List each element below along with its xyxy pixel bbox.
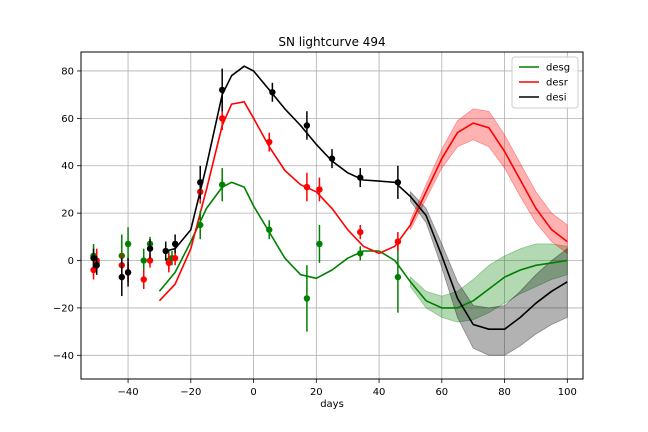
y-tick-label: −40 [53, 351, 74, 362]
desi-data-point [124, 269, 132, 276]
x-axis-ticks: −40 −20 0 20 40 60 80 100 [118, 379, 577, 398]
desr-data-point [165, 259, 173, 267]
legend-label-desg: desg [546, 63, 570, 74]
desi-data-point [90, 254, 97, 262]
desr-data-point [146, 257, 154, 264]
desi-data-point [303, 122, 311, 129]
y-tick-label: 60 [61, 114, 74, 125]
x-axis-label: days [320, 399, 344, 410]
y-tick-label: 80 [61, 66, 74, 77]
desr-data-point [357, 228, 364, 236]
x-tick-label: 80 [498, 387, 511, 398]
desg-data-point [303, 295, 311, 302]
data-points [90, 68, 402, 332]
desg-data-point [394, 273, 402, 281]
x-tick-label: 40 [373, 387, 386, 398]
model-lines [158, 65, 568, 331]
desi-data-point [328, 155, 336, 162]
y-tick-label: −20 [53, 303, 74, 314]
x-tick-label: 100 [558, 387, 577, 398]
grid [81, 52, 583, 379]
desi-data-point [269, 89, 276, 96]
desr-data-point [218, 115, 226, 122]
desr-data-point [394, 238, 402, 245]
desg-data-point [218, 181, 226, 188]
desi-data-point [162, 247, 169, 255]
desr-data-point [303, 183, 311, 191]
desg-data-point [124, 240, 132, 248]
y-tick-label: 0 [68, 256, 74, 267]
x-tick-label: −20 [180, 387, 201, 398]
desr-data-point [316, 186, 323, 193]
desi-data-point [146, 245, 154, 252]
plot-area-background [81, 52, 583, 379]
desr-data-point [140, 276, 147, 283]
desr-data-point [171, 254, 179, 262]
desg-model-line [158, 181, 568, 309]
desi-data-point [197, 179, 204, 186]
plot-frame [80, 51, 584, 380]
legend: desg desr desi [511, 56, 579, 109]
desi-data-point [171, 240, 179, 248]
desr-model-line [158, 101, 568, 302]
x-tick-label: 60 [435, 387, 448, 398]
x-tick-label: 0 [250, 387, 256, 398]
y-tick-label: 40 [61, 161, 74, 172]
desi-data-point [357, 174, 364, 181]
legend-label-desr: desr [546, 78, 569, 89]
desg-uncertainty-band [409, 243, 568, 323]
desg-data-point [266, 226, 273, 233]
x-tick-label: −40 [118, 387, 139, 398]
desi-data-point [93, 262, 100, 269]
y-tick-label: 20 [61, 209, 74, 220]
desi-data-point [394, 179, 402, 186]
legend-label-desi: desi [546, 93, 567, 104]
desr-data-point [90, 266, 97, 274]
desg-data-point [197, 221, 204, 229]
desg-data-point [357, 250, 364, 257]
x-tick-label: 20 [310, 387, 323, 398]
chart-title: SN lightcurve 494 [278, 35, 385, 49]
desg-data-point [140, 257, 147, 264]
desg-data-point [316, 240, 323, 248]
desi-data-point [218, 86, 226, 94]
desr-data-point [266, 138, 273, 146]
legend-box [511, 56, 579, 109]
desi-data-point [118, 273, 125, 281]
y-axis-ticks: −40 −20 0 20 40 60 80 [53, 66, 81, 362]
desi-uncertainty-band [409, 190, 568, 356]
desi-model-line [165, 65, 568, 331]
